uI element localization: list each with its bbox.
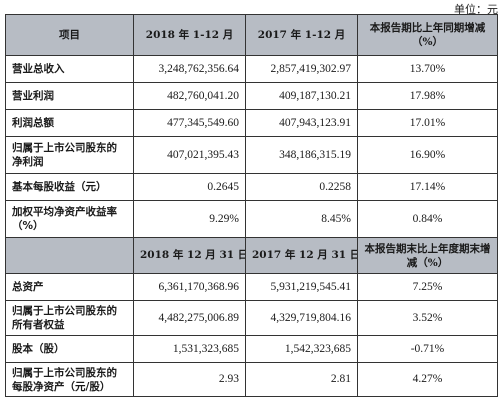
value-2018: 2.93 — [133, 362, 246, 397]
value-2017: 348,186,315.19 — [245, 136, 358, 174]
row-label: 基本每股收益（元） — [5, 173, 134, 201]
section2-header-row: 2018 年 12 月 31 日 2017 年 12 月 31 日 本报告期末比… — [5, 237, 498, 274]
value-2017: 2,857,419,302.97 — [245, 55, 358, 83]
table-row: 归属于上市公司股东的每股净资产（元/股） 2.93 2.81 4.27% — [5, 362, 498, 397]
table-row: 加权平均净资产收益率（%） 9.29% 8.45% 0.84% — [5, 200, 498, 238]
row-label: 归属于上市公司股东的所有者权益 — [5, 300, 134, 336]
header-change-pct: 本报告期比上年同期增减（%） — [357, 14, 498, 56]
financial-summary-table: 项目 2018 年 1-12 月 2017 年 1-12 月 本报告期比上年同期… — [5, 14, 498, 397]
value-2018: 1,531,323,685 — [133, 335, 246, 363]
value-2018: 3,248,762,356.64 — [133, 55, 246, 83]
change-pct: 0.84% — [357, 200, 498, 238]
table-row: 股本（股） 1,531,323,685 1,542,323,685 -0.71% — [5, 335, 498, 363]
row-label: 总资产 — [5, 273, 134, 301]
row-label: 营业利润 — [5, 82, 134, 110]
value-2018: 477,345,549.60 — [133, 109, 246, 137]
row-label: 股本（股） — [5, 335, 134, 363]
change-pct: 17.01% — [357, 109, 498, 137]
change-pct: 17.98% — [357, 82, 498, 110]
table-row: 营业总收入 3,248,762,356.64 2,857,419,302.97 … — [5, 55, 498, 83]
row-label: 归属于上市公司股东的每股净资产（元/股） — [5, 362, 134, 397]
unit-label: 单位：元 — [454, 3, 498, 16]
change-pct: 7.25% — [357, 273, 498, 301]
row-label: 加权平均净资产收益率（%） — [5, 200, 134, 238]
value-2017: 1,542,323,685 — [245, 335, 358, 363]
header-item-blank — [5, 237, 134, 274]
table-row: 归属于上市公司股东的净利润 407,021,395.43 348,186,315… — [5, 136, 498, 174]
row-label: 归属于上市公司股东的净利润 — [5, 136, 134, 174]
table-row: 归属于上市公司股东的所有者权益 4,482,275,006.89 4,329,7… — [5, 300, 498, 336]
value-2018: 4,482,275,006.89 — [133, 300, 246, 336]
value-2017: 0.2258 — [245, 173, 358, 201]
change-pct: 4.27% — [357, 362, 498, 397]
table-row: 总资产 6,361,170,368.96 5,931,219,545.41 7.… — [5, 273, 498, 301]
value-2018: 0.2645 — [133, 173, 246, 201]
table-row: 营业利润 482,760,041.20 409,187,130.21 17.98… — [5, 82, 498, 110]
value-2017: 409,187,130.21 — [245, 82, 358, 110]
row-label: 利润总额 — [5, 109, 134, 137]
header-change-pct: 本报告期末比上年度期末增减（%） — [357, 237, 498, 274]
header-item: 项目 — [5, 14, 134, 56]
value-2017: 8.45% — [245, 200, 358, 238]
value-2018: 482,760,041.20 — [133, 82, 246, 110]
section1-header-row: 项目 2018 年 1-12 月 2017 年 1-12 月 本报告期比上年同期… — [5, 14, 498, 56]
header-date-2018: 2018 年 12 月 31 日 — [133, 237, 246, 274]
row-label: 营业总收入 — [5, 55, 134, 83]
header-date-2017: 2017 年 12 月 31 日 — [245, 237, 358, 274]
change-pct: 3.52% — [357, 300, 498, 336]
header-period-2017: 2017 年 1-12 月 — [245, 14, 358, 56]
header-period-2018: 2018 年 1-12 月 — [133, 14, 246, 56]
change-pct: 13.70% — [357, 55, 498, 83]
change-pct: 17.14% — [357, 173, 498, 201]
change-pct: 16.90% — [357, 136, 498, 174]
value-2018: 9.29% — [133, 200, 246, 238]
value-2018: 407,021,395.43 — [133, 136, 246, 174]
value-2017: 5,931,219,545.41 — [245, 273, 358, 301]
value-2017: 407,943,123.91 — [245, 109, 358, 137]
table-row: 利润总额 477,345,549.60 407,943,123.91 17.01… — [5, 109, 498, 137]
value-2017: 4,329,719,804.16 — [245, 300, 358, 336]
change-pct: -0.71% — [357, 335, 498, 363]
value-2018: 6,361,170,368.96 — [133, 273, 246, 301]
value-2017: 2.81 — [245, 362, 358, 397]
table-row: 基本每股收益（元） 0.2645 0.2258 17.14% — [5, 173, 498, 201]
